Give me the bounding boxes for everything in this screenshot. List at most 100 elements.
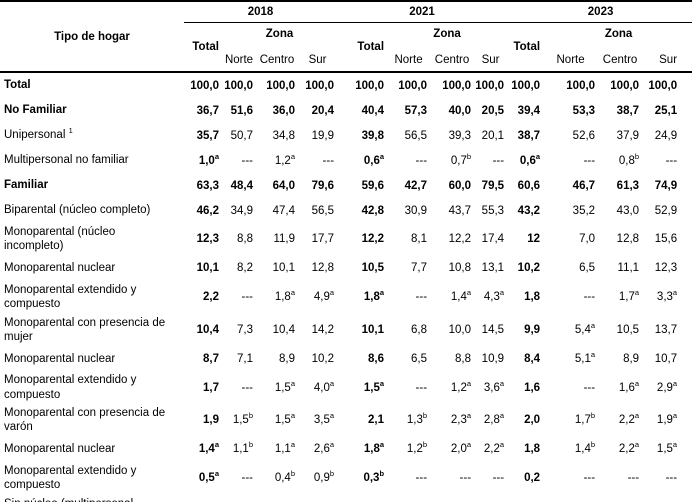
footnote-marker: b [379, 469, 385, 479]
value-cell: 6,8 [411, 323, 428, 336]
value-cell: 8,6 [368, 352, 385, 365]
footnote-marker: b [248, 411, 253, 421]
value-cell: 2,2a [483, 440, 505, 456]
sur-column-header-2018: Sur [308, 54, 327, 66]
value-cell: 59,6 [361, 179, 385, 192]
row-label: Monoparental (núcleo incompleto) [4, 226, 116, 253]
zona-header-2018: Zona [265, 28, 294, 40]
value-cell: 60,6 [517, 179, 541, 192]
value-cell: 0,7b [450, 151, 472, 167]
value-cell: 34,9 [230, 204, 253, 217]
value-cell: 10,4 [196, 323, 219, 336]
table-body: Total 100,0 100,0 100,0 100,0 100,0 100,0 100,0… [0, 71, 692, 502]
footnote-marker: b [590, 411, 596, 421]
value-cell: 46,7 [572, 179, 596, 192]
value-cell: 2,2 [203, 291, 219, 304]
value-cell: 4,4a [543, 495, 598, 502]
row-label: Monoparental nuclear [4, 262, 116, 275]
value-cell: 2,2a [618, 440, 640, 456]
value-cell: 100,0 [474, 71, 508, 98]
value-cell: 64,0 [272, 179, 295, 192]
value-cell: 42,8 [361, 204, 385, 217]
footnote-marker: a [290, 378, 295, 388]
value-cell: 61,3 [616, 179, 640, 192]
zone-names-row: Norte Centro Sur Norte Centro Sur Norte … [0, 41, 692, 72]
footnote-marker: b [422, 440, 428, 450]
row-label: Sin núcleo (multipersonal familiar) [0, 495, 184, 502]
table-row: Unipersonal 1 35,7 50,7 34,8 19,9 39,8 56,5 39,… [0, 123, 692, 148]
footnote-marker: b [466, 151, 472, 161]
value-cell: 100,0 [222, 71, 256, 98]
value-cell: 52,6 [572, 129, 596, 142]
value-cell: 40,4 [361, 104, 385, 117]
value-cell: 43,7 [448, 204, 472, 217]
value-cell: 12,2 [361, 233, 385, 246]
footnote-marker: a [379, 440, 385, 450]
value-cell: 3,3a [656, 288, 678, 304]
value-cell: 4,5 [337, 495, 387, 502]
footnote-marker: a [672, 440, 678, 450]
table-row: Biparental (núcleo completo) 46,2 34,9 47,4… [0, 198, 692, 223]
value-cell: 24,9 [654, 129, 678, 142]
value-cell: 1,6a [618, 378, 640, 394]
value-cell: 5,4a [574, 321, 596, 336]
table-row: Monoparental extendido y compuesto 2,2 ---… [0, 281, 692, 314]
value-cell: --- [583, 154, 596, 167]
footnote-marker: a [499, 288, 505, 298]
value-cell: 2,0a [450, 440, 472, 456]
value-cell: 1,5b [232, 411, 253, 427]
value-cell: 53,3 [572, 104, 596, 117]
footnote-marker: a [634, 378, 640, 388]
value-cell: 10,1 [361, 323, 385, 336]
value-cell: 0,4b [274, 469, 295, 485]
value-cell: 13,1 [481, 262, 505, 275]
value-cell: 1,9a [656, 411, 678, 427]
value-cell: 100,0 [430, 71, 475, 98]
value-cell: 9,9 [524, 323, 541, 336]
footnote-marker: a [499, 440, 505, 450]
value-cell: 100,0 [642, 71, 692, 98]
value-cell: 1,8 [524, 443, 541, 456]
value-cell: 1,1b [232, 440, 253, 456]
value-cell: --- [583, 472, 596, 485]
value-cell: --- [241, 291, 254, 304]
value-cell: 79,5 [481, 179, 505, 192]
table-row: Monoparental extendido y compuesto 0,5a --… [0, 462, 692, 495]
table-row: No Familiar 36,7 51,6 36,0 20,4 40,4 57,3 40,0 2… [0, 98, 692, 123]
value-cell: 14,2 [311, 323, 335, 336]
value-cell: 1,5a [656, 440, 678, 456]
row-label: Monoparental nuclear [4, 443, 116, 456]
footnote-marker: a [590, 321, 596, 331]
value-cell: 14,5 [481, 323, 505, 336]
value-cell: 5,3a [298, 495, 337, 502]
value-cell: 10,2 [311, 352, 335, 365]
value-cell: 100,0 [298, 71, 338, 98]
footnote-marker: a [214, 151, 219, 161]
value-cell: 63,3 [196, 179, 219, 192]
value-cell: --- [415, 381, 428, 394]
value-cell: 1,5a [274, 378, 295, 394]
row-label: Unipersonal 1 [4, 126, 73, 142]
footnote-marker: a [379, 378, 385, 388]
footnote-marker: a [379, 151, 385, 161]
total-column-header-2018: Total [192, 41, 219, 53]
value-cell: --- [241, 472, 254, 485]
footnote-marker: a [290, 411, 295, 421]
sur-column-header-2021: Sur [481, 54, 500, 66]
value-cell: 4,3a [483, 288, 505, 304]
sur-column-header-2023: Sur [659, 54, 678, 66]
row-label: Monoparental extendido y compuesto [4, 374, 137, 401]
footnote-marker: b [248, 440, 253, 450]
value-cell: 8,2 [237, 262, 253, 275]
value-cell: 1,2b [406, 440, 428, 456]
value-cell: --- [459, 472, 472, 485]
value-cell: 0,2 [524, 472, 541, 485]
value-cell: 47,4 [272, 204, 295, 217]
value-cell: 1,9 [203, 414, 219, 427]
value-cell: 4,0 [430, 495, 474, 502]
footnote-marker: a [329, 378, 335, 388]
value-cell: 2,8a [483, 411, 505, 427]
value-cell: 38,7 [517, 129, 541, 142]
centro-column-header-2023: Centro [602, 54, 638, 66]
value-cell: 0,9b [313, 469, 335, 485]
